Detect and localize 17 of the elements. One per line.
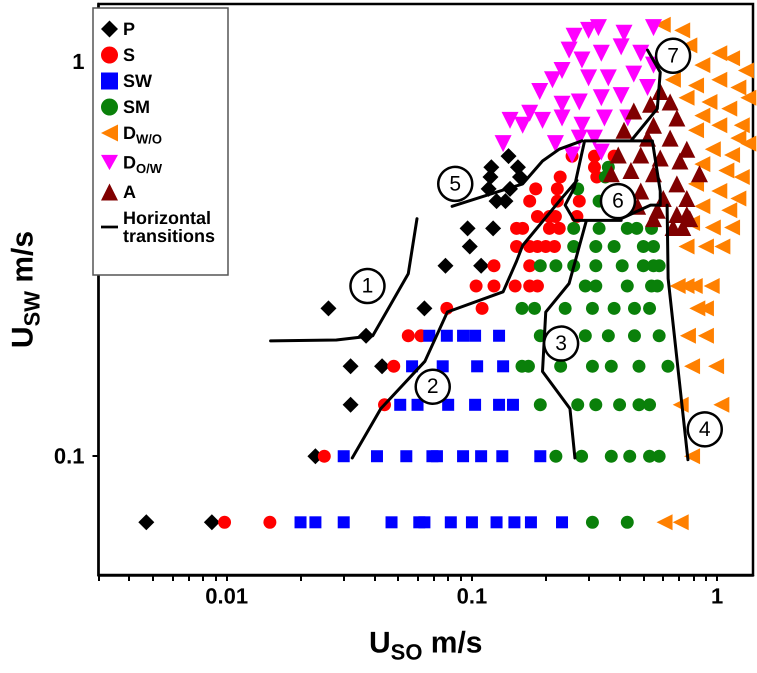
x-tick-label: 0.01 bbox=[205, 584, 248, 608]
legend-label: Horizontal transitions bbox=[123, 208, 216, 246]
x-tick-label: 0.1 bbox=[456, 584, 488, 608]
legend-label: A bbox=[123, 182, 136, 202]
legend-label: P bbox=[123, 19, 136, 39]
annotation: 5 bbox=[449, 172, 462, 196]
x-tick-label: 1 bbox=[711, 584, 724, 608]
annotation: 4 bbox=[698, 418, 711, 441]
legend-label: S bbox=[123, 45, 136, 65]
legend-label: SW bbox=[123, 71, 152, 91]
annotation: 3 bbox=[555, 332, 567, 356]
annotation: 2 bbox=[426, 375, 439, 398]
annotation: 7 bbox=[667, 44, 679, 68]
legend-label: SM bbox=[123, 97, 150, 117]
annotation: 6 bbox=[612, 190, 624, 213]
annotation: 1 bbox=[362, 274, 374, 298]
y-axis-title: USW m/s bbox=[6, 230, 44, 348]
